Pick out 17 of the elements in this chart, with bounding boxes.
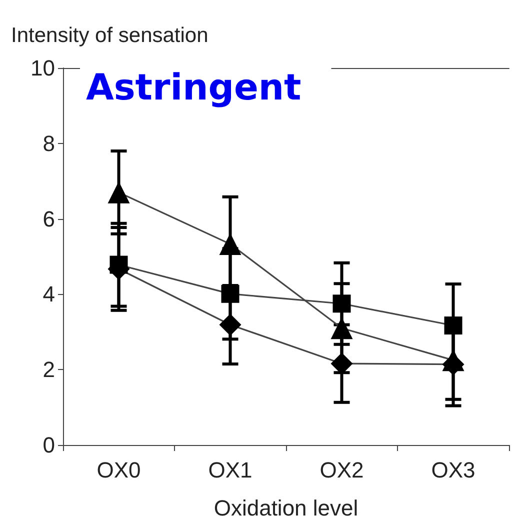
x-axis-title: Oxidation level [214, 496, 358, 520]
x-tick-label: OX3 [431, 458, 476, 482]
y-tick-label: 4 [42, 282, 55, 307]
chart-title: Astringent [86, 68, 302, 108]
y-axis-title: Intensity of sensation [11, 24, 208, 47]
y-tick-label: 2 [42, 357, 55, 382]
y-tick-label: 10 [30, 56, 55, 80]
x-tick-label: OX2 [320, 458, 364, 482]
y-tick-label: 8 [42, 130, 55, 156]
x-tick-label: OX1 [208, 458, 252, 482]
y-tick-label: 0 [42, 432, 55, 458]
x-tick-label: OX0 [96, 458, 141, 482]
point [332, 294, 351, 313]
point [444, 316, 462, 334]
y-tick-label: 6 [42, 206, 55, 232]
point [221, 284, 240, 303]
point [219, 314, 242, 336]
